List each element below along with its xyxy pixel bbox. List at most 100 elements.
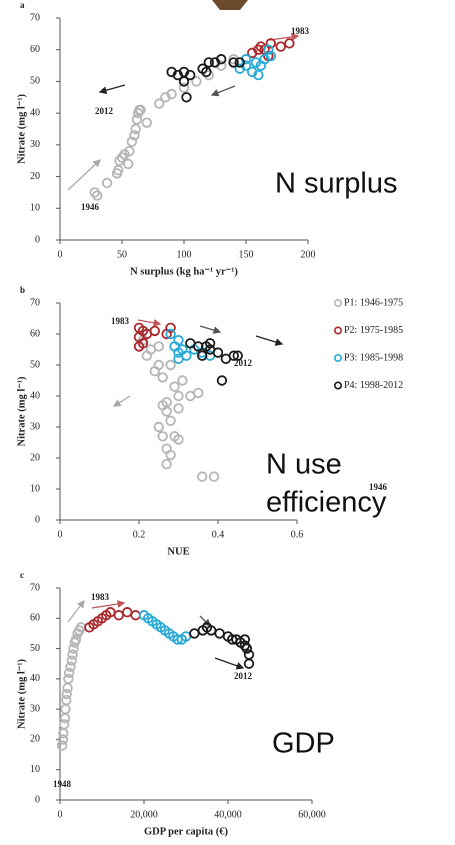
arrow <box>269 33 300 41</box>
y-tick-label: 30 <box>30 421 40 432</box>
point <box>153 421 164 433</box>
point <box>157 372 168 383</box>
point <box>232 350 243 361</box>
point <box>135 104 146 116</box>
arrow <box>98 84 126 95</box>
point <box>60 703 71 715</box>
point <box>64 667 75 679</box>
x-tick-label: 150 <box>239 249 254 260</box>
point <box>153 341 164 352</box>
point <box>284 38 295 49</box>
x-tick-label: 40,000 <box>214 809 242 820</box>
y-tick-label: 70 <box>30 12 40 23</box>
point <box>178 82 190 93</box>
y-tick-label: 40 <box>30 107 40 118</box>
y-tick-label: 10 <box>30 203 40 214</box>
x-tick-label: 0.4 <box>212 529 225 540</box>
point <box>181 92 192 103</box>
legend-marker <box>333 298 342 307</box>
annotation: 2012 <box>234 358 253 368</box>
point <box>141 328 153 340</box>
point <box>193 387 204 399</box>
y-tick-label: 60 <box>30 328 40 339</box>
point <box>165 415 176 427</box>
arrow <box>137 319 162 327</box>
point <box>178 66 190 78</box>
point <box>91 190 103 201</box>
point <box>239 634 251 645</box>
y-tick-label: 70 <box>30 297 40 308</box>
point <box>141 117 153 128</box>
y-tick-label: 30 <box>30 703 40 714</box>
point <box>57 734 69 745</box>
x-axis-title: NUE <box>167 546 189 557</box>
legend-label: P4: 1998-2012 <box>344 380 403 391</box>
legend-marker <box>333 326 342 335</box>
annotation: 1946 <box>369 482 388 492</box>
legend-marker <box>333 381 342 390</box>
y-tick-label: 30 <box>30 139 40 150</box>
point <box>216 375 228 386</box>
point <box>61 694 72 706</box>
point <box>228 57 239 68</box>
point <box>203 57 215 68</box>
y-tick-label: 50 <box>30 359 40 370</box>
annotation: 1948 <box>53 779 72 789</box>
arrow <box>199 325 222 334</box>
point <box>177 375 188 386</box>
point <box>68 643 79 654</box>
point <box>208 471 220 482</box>
point <box>61 688 72 700</box>
point <box>131 114 143 125</box>
annotation: 1946 <box>81 202 100 212</box>
y-tick-label: 60 <box>30 44 40 55</box>
point <box>228 350 240 361</box>
y-axis-title: Nitrate (mg l⁻¹) <box>16 94 27 164</box>
point <box>101 177 113 189</box>
point <box>129 130 140 141</box>
point <box>166 88 177 100</box>
point <box>173 434 184 445</box>
x-tick-label: 0.2 <box>133 529 146 540</box>
y-axis-title: Nitrate (mg l⁻¹) <box>16 376 27 446</box>
point <box>62 682 73 694</box>
y-tick-label: 40 <box>30 390 40 401</box>
arrow <box>210 85 236 97</box>
top-image-fragment <box>212 0 248 10</box>
point <box>124 145 135 157</box>
point <box>122 158 134 170</box>
point <box>253 69 264 81</box>
arrow <box>67 159 101 191</box>
x-tick-label: 50 <box>117 249 127 260</box>
arrow <box>91 600 126 609</box>
point <box>241 643 253 654</box>
y-tick-label: 20 <box>30 452 40 463</box>
legend-label: P1: 1946-1975 <box>344 297 403 308</box>
point <box>66 655 77 666</box>
legend-label: P2: 1975-1985 <box>344 325 403 336</box>
callout: GDP <box>272 728 335 760</box>
point <box>201 66 212 78</box>
y-tick-label: 20 <box>30 171 40 182</box>
point <box>212 347 224 358</box>
x-axis-title: GDP per capita (€) <box>144 826 229 837</box>
point <box>63 673 74 685</box>
panel-letter: a <box>20 0 25 10</box>
callout: N use <box>266 449 342 481</box>
point <box>189 628 200 639</box>
x-tick-label: 20,000 <box>130 809 158 820</box>
y-tick-label: 10 <box>30 483 40 494</box>
point <box>130 123 141 135</box>
point <box>113 165 124 176</box>
point <box>56 740 68 751</box>
y-tick-label: 50 <box>30 76 40 87</box>
point <box>161 459 172 470</box>
arrow <box>199 615 211 627</box>
point <box>173 403 184 414</box>
point <box>243 658 255 669</box>
x-tick-label: 0 <box>58 809 63 820</box>
point <box>157 431 168 442</box>
y-tick-label: 0 <box>35 514 40 525</box>
point <box>67 649 78 660</box>
point <box>196 350 208 361</box>
